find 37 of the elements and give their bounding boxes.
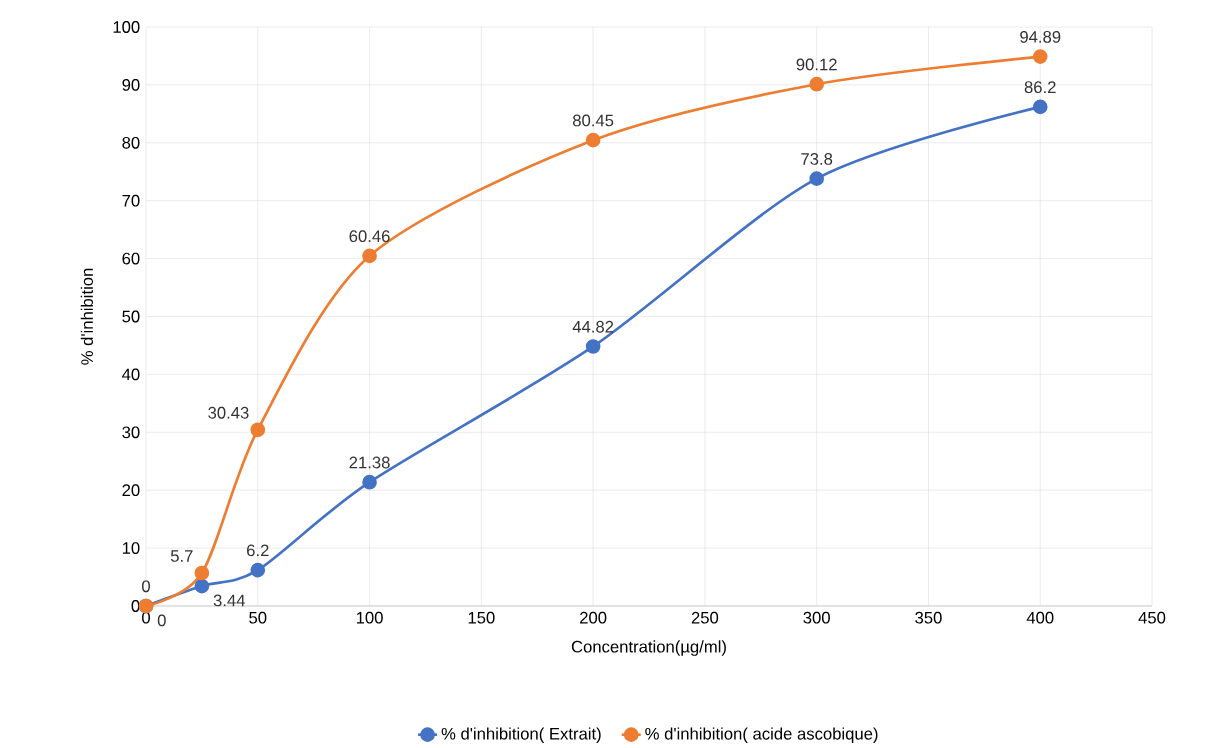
data-label: 94.89 xyxy=(1020,30,1061,43)
data-label: 3.44 xyxy=(213,594,245,607)
data-label: 0 xyxy=(142,580,150,593)
data-label: 30.43 xyxy=(208,406,249,419)
y-tick-label: 90 xyxy=(122,79,140,91)
x-tick-label: 150 xyxy=(468,611,495,624)
x-tick-label: 300 xyxy=(803,611,830,624)
data-label: 80.45 xyxy=(573,114,614,127)
x-tick-label: 100 xyxy=(356,611,383,624)
x-tick-label: 350 xyxy=(915,611,942,624)
y-tick-label: 80 xyxy=(122,136,140,149)
data-label: 90.12 xyxy=(796,58,837,71)
data-label: 44.82 xyxy=(572,320,614,333)
data-label: 6.2 xyxy=(247,544,269,557)
y-tick-label: 0 xyxy=(131,600,140,612)
y-tick-label: 20 xyxy=(122,484,140,497)
x-tick-label: 450 xyxy=(1138,611,1166,624)
data-label: 21.38 xyxy=(349,456,390,469)
legend-label: % d'inhibition( acide ascobique) xyxy=(645,727,878,743)
y-tick-label: 50 xyxy=(122,310,140,323)
data-label: 5.7 xyxy=(170,550,193,562)
legend-label: % d'inhibition( Extrait) xyxy=(441,727,601,743)
x-tick-label: 250 xyxy=(691,611,719,624)
y-tick-label: 100 xyxy=(113,21,140,33)
data-label: 86.2 xyxy=(1024,81,1056,94)
x-tick-label: 200 xyxy=(580,611,607,624)
y-tick-label: 10 xyxy=(122,542,140,554)
data-label: 60.46 xyxy=(349,230,390,243)
y-tick-label: 30 xyxy=(122,426,140,439)
x-axis-title: Concentration(µg/ml) xyxy=(571,640,726,656)
x-tick-label: 400 xyxy=(1026,611,1054,624)
y-tick-label: 60 xyxy=(122,252,140,265)
y-axis-title: % d'inhibition xyxy=(80,268,94,365)
x-tick-label: 50 xyxy=(249,611,267,624)
y-tick-label: 70 xyxy=(122,194,140,207)
data-label: 73.8 xyxy=(801,153,833,165)
y-tick-label: 40 xyxy=(122,368,140,381)
